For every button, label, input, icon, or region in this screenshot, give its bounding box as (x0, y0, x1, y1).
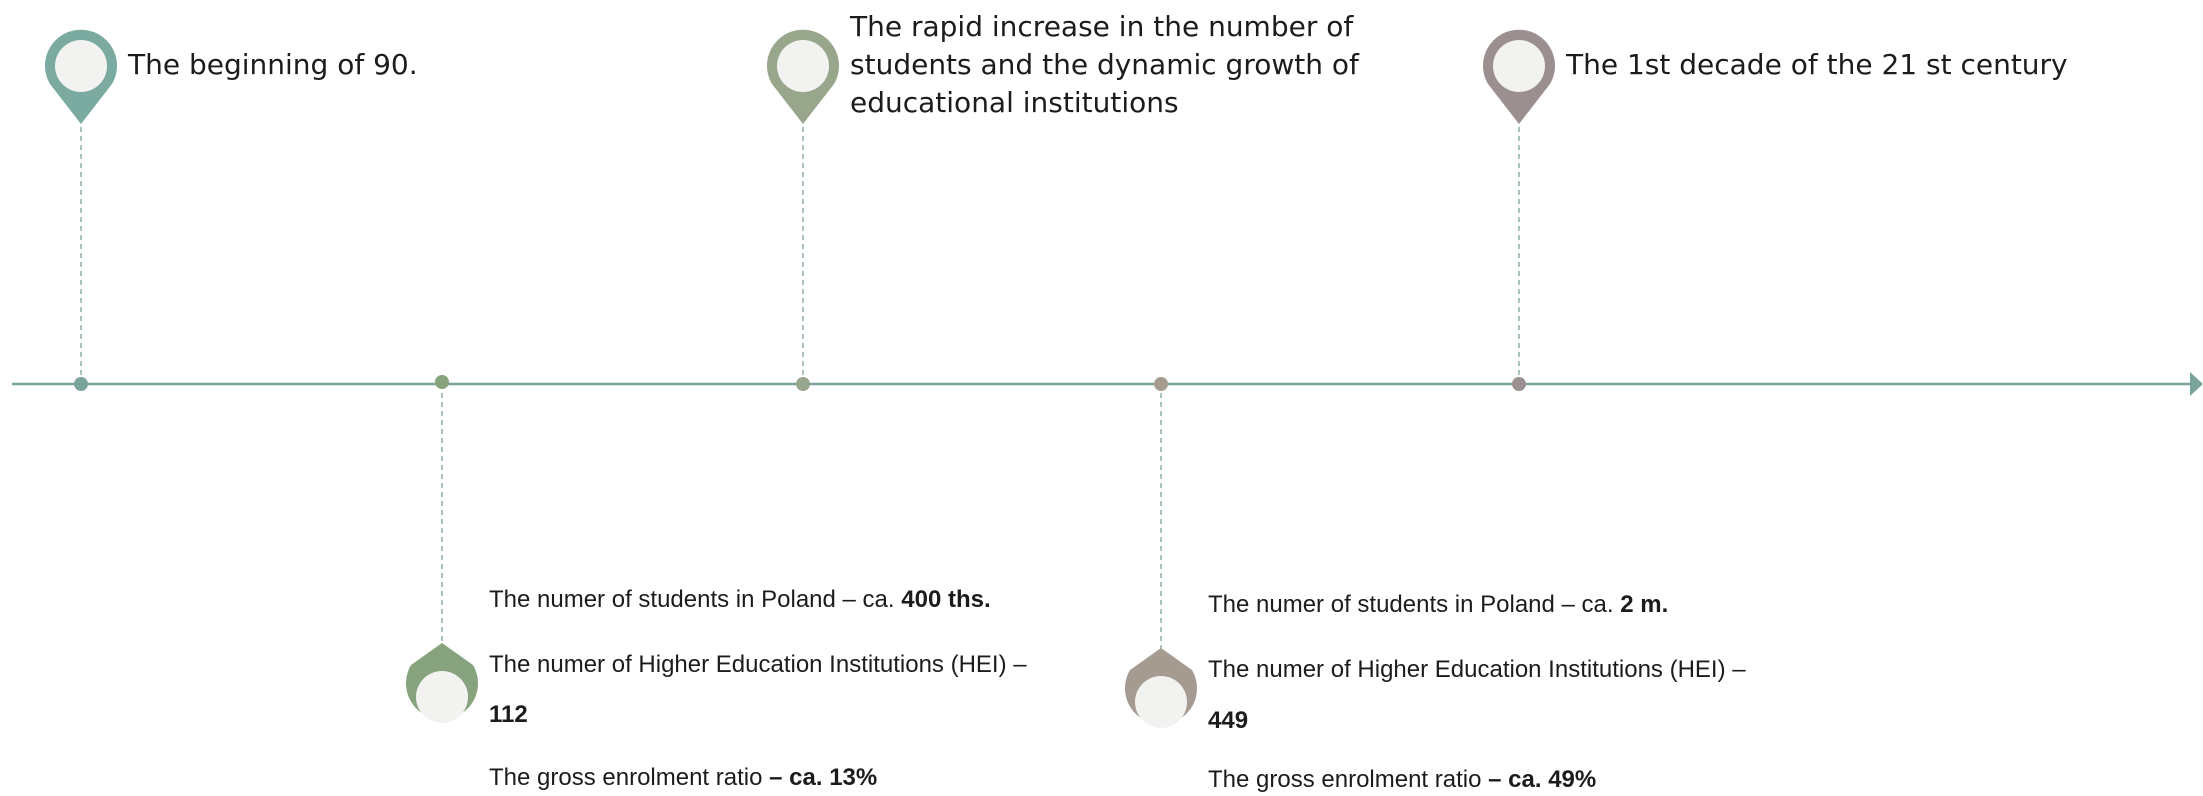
students-count-line: The numer of students in Poland – ca. 2 … (1208, 591, 1669, 618)
map-pin-icon (44, 29, 117, 124)
hei-count-value: 449 (1208, 707, 1249, 734)
students-count-line: The numer of students in Poland – ca. 40… (489, 586, 991, 613)
timeline-arrow-head (2190, 372, 2203, 396)
map-pin-icon (1125, 648, 1197, 728)
hei-count-value: 112 (489, 701, 528, 728)
event-1-title: The beginning of 90. (128, 48, 418, 81)
enrolment-ratio-line: The gross enrolment ratio – ca. 13% (489, 764, 878, 791)
axis-dot-fact-1 (435, 375, 449, 389)
map-pin-icon (1483, 29, 1555, 124)
hei-count-line: The numer of Higher Education Institutio… (489, 651, 1027, 678)
axis-dot-fact-2 (1154, 377, 1168, 391)
event-2-title: The rapid increase in the number of stud… (850, 10, 1359, 119)
map-pin-icon (766, 29, 839, 124)
hei-count-line: The numer of Higher Education Institutio… (1208, 656, 1746, 683)
axis-dot-event-2 (796, 377, 810, 391)
axis-dot-event-1 (74, 377, 88, 391)
event-3-title: The 1st decade of the 21 st century (1566, 48, 2068, 81)
enrolment-ratio-line: The gross enrolment ratio – ca. 49% (1208, 766, 1597, 793)
axis-dot-event-3 (1512, 377, 1526, 391)
map-pin-icon (406, 643, 479, 723)
